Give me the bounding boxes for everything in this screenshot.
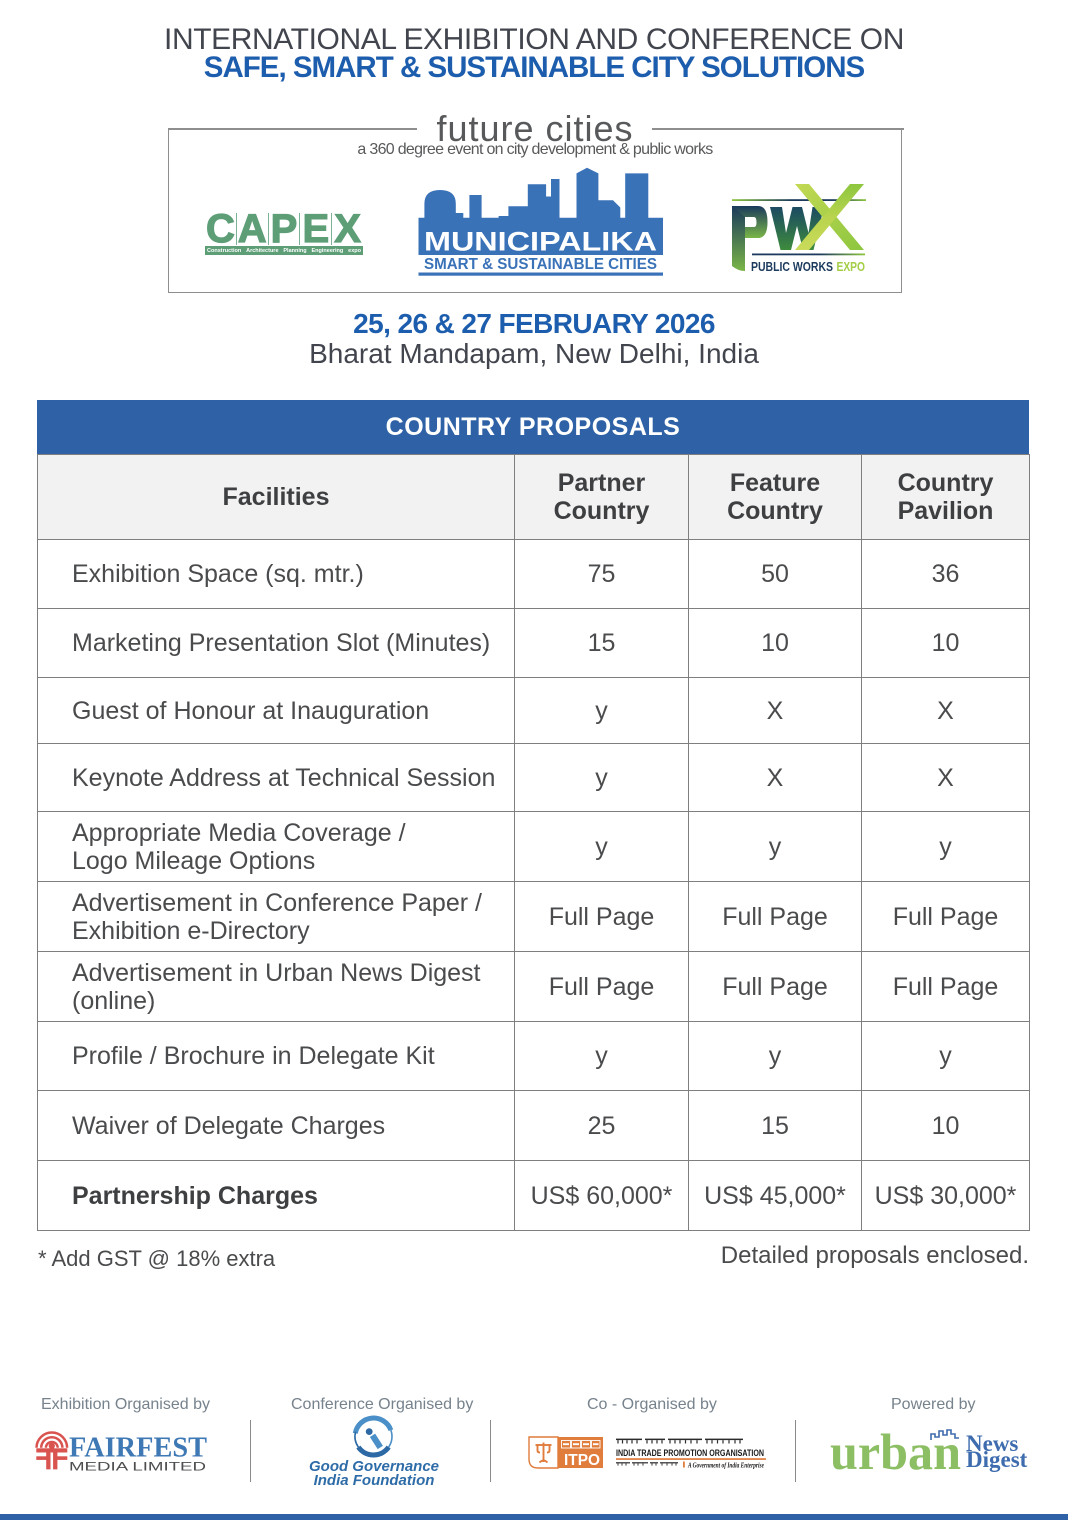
svg-text:ITPO: ITPO xyxy=(564,1452,600,1469)
svg-text:MUNICIPALIKA: MUNICIPALIKA xyxy=(424,227,657,257)
svg-text:FAIRFEST: FAIRFEST xyxy=(69,1433,207,1464)
svg-text:A Government of India Enterpri: A Government of India Enterprise xyxy=(687,1462,764,1470)
svg-text:EXPO: EXPO xyxy=(837,260,866,274)
svg-text:SMART & SUSTAINABLE CITIES: SMART & SUSTAINABLE CITIES xyxy=(424,256,657,273)
svg-text:India Foundation: India Foundation xyxy=(314,1472,435,1489)
svg-text:PUBLIC WORKS: PUBLIC WORKS xyxy=(751,260,833,274)
svg-text:urban: urban xyxy=(830,1425,961,1473)
svg-text:MEDIA LIMITED: MEDIA LIMITED xyxy=(69,1460,207,1474)
svg-text:INDIA TRADE PROMOTION ORGANISA: INDIA TRADE PROMOTION ORGANISATION xyxy=(616,1448,764,1459)
svg-text:Digest: Digest xyxy=(966,1447,1028,1472)
svg-text:Good Governance: Good Governance xyxy=(309,1458,439,1475)
svg-text:News: News xyxy=(966,1431,1018,1456)
